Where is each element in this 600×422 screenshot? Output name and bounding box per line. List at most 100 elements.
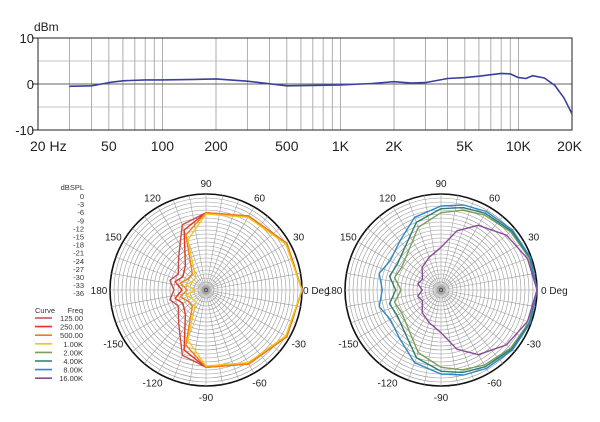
polar-spoke — [205, 289, 301, 307]
polar-curve — [184, 213, 303, 367]
polar-angle-label: 30 — [528, 233, 540, 244]
legend-label: 1.00K — [63, 340, 83, 349]
polar-r-tick-label: -3 — [77, 200, 84, 209]
polar-angle-label: -150 — [338, 340, 358, 351]
polar-angle-label: 180 — [326, 286, 343, 297]
polar-spoke — [392, 206, 442, 291]
y-tick-label: -10 — [15, 123, 34, 138]
polar-spoke — [440, 289, 475, 381]
polar-r-tick-label: -9 — [77, 216, 84, 225]
polar-r-tick-label: -12 — [73, 224, 84, 233]
polar-spoke — [357, 289, 442, 339]
polar-angle-label: -90 — [434, 393, 449, 404]
polar-spoke — [440, 256, 532, 291]
polar-spoke — [205, 241, 290, 291]
polar-angle-label: -30 — [291, 340, 306, 351]
polar-curve — [388, 206, 538, 374]
polar-r-axis-label: dBSPL — [61, 183, 84, 192]
polar-spoke — [205, 216, 268, 291]
x-tick-label: 1K — [332, 138, 350, 154]
polar-spoke — [115, 289, 207, 324]
legend-label: 16.00K — [59, 374, 83, 383]
polar-spoke — [407, 199, 442, 291]
polar-spoke — [379, 289, 442, 364]
response-curve — [69, 72, 573, 115]
polar-r-tick-label: -36 — [73, 289, 84, 298]
polar-spoke — [172, 289, 207, 381]
polar-curve — [393, 209, 538, 371]
legend-title-freq: Freq — [68, 306, 83, 315]
polar-spoke — [379, 216, 442, 291]
polar-spoke — [205, 289, 290, 339]
polar-spoke — [367, 228, 442, 291]
polar-spoke — [205, 289, 255, 374]
y-axis-label: dBm — [34, 20, 59, 34]
polar-chart-right: 0 Deg 30 60 90 120 150 180 -150 -120 -90 -60 -30 — [326, 179, 568, 404]
polar-r-tick-label: -30 — [73, 273, 84, 282]
x-tick-label: 2K — [385, 138, 403, 154]
polar-angle-label: 150 — [340, 233, 357, 244]
polar-spoke — [350, 289, 442, 324]
polar-spoke — [205, 256, 297, 291]
polar-angle-label: -60 — [252, 379, 267, 390]
polar-angle-label: 0 Deg — [541, 286, 568, 297]
polar-angle-label: 60 — [489, 193, 501, 204]
polar-r-tick-label: -24 — [73, 257, 84, 266]
polar-spoke — [205, 289, 297, 324]
polar-spoke — [392, 289, 442, 374]
polar-r-tick-label: -6 — [77, 208, 84, 217]
polar-angle-label: 150 — [105, 233, 122, 244]
polar-spoke — [205, 289, 268, 364]
polar-r-tick-label: -27 — [73, 265, 84, 274]
x-tick-label: 200 — [204, 138, 228, 154]
polar-spoke — [440, 241, 525, 291]
y-tick-label: 10 — [20, 31, 34, 46]
polar-spoke — [440, 289, 490, 374]
polar-angle-label: 120 — [144, 193, 161, 204]
polar-angle-label: -30 — [526, 340, 541, 351]
polar-spoke — [440, 289, 503, 364]
polar-spoke — [189, 289, 207, 385]
polar-spoke — [350, 256, 442, 291]
polar-chart-left: 0 Deg306090120150180-150-120-90-60-30dBS… — [35, 179, 330, 404]
x-tick-label: 10K — [506, 138, 532, 154]
polar-spoke — [205, 206, 255, 291]
polar-spoke — [205, 228, 280, 291]
polar-center — [438, 287, 444, 293]
x-tick-label: 100 — [151, 138, 175, 154]
legend-label: 4.00K — [63, 357, 83, 366]
polar-spoke — [346, 273, 442, 291]
legend-label: 125.00 — [60, 314, 83, 323]
polar-spoke — [440, 289, 536, 307]
polar-spoke — [440, 273, 536, 291]
polar-angle-label: 90 — [435, 179, 447, 190]
polar-angle-label: 60 — [254, 193, 266, 204]
polar-r-tick-label: -21 — [73, 249, 84, 258]
polar-spoke — [205, 273, 301, 291]
polar-spoke — [157, 206, 207, 291]
polar-r-tick-label: -15 — [73, 233, 84, 242]
polar-spoke — [205, 195, 223, 291]
polar-angle-label: 90 — [200, 179, 212, 190]
y-tick-label: 0 — [27, 77, 34, 92]
polar-spoke — [440, 228, 515, 291]
polar-curve — [378, 204, 538, 376]
polar-spoke — [205, 289, 223, 385]
polar-spoke — [440, 289, 515, 352]
polar-r-tick-label: -33 — [73, 281, 84, 290]
polar-spoke — [346, 289, 442, 307]
polar-spoke — [115, 256, 207, 291]
polar-spoke — [440, 216, 503, 291]
polar-spoke — [440, 289, 525, 339]
polar-curve — [417, 224, 538, 356]
x-tick-label: 20K — [557, 138, 583, 154]
polar-angle-label: -120 — [142, 379, 162, 390]
polar-spoke — [440, 289, 532, 324]
polar-r-tick-label: -18 — [73, 241, 84, 250]
x-tick-label: 5K — [456, 138, 474, 154]
polar-spoke — [407, 289, 442, 381]
polar-angle-label: 180 — [91, 286, 108, 297]
x-tick-label: 500 — [275, 138, 299, 154]
polar-r-tick-label: 0 — [80, 192, 84, 201]
